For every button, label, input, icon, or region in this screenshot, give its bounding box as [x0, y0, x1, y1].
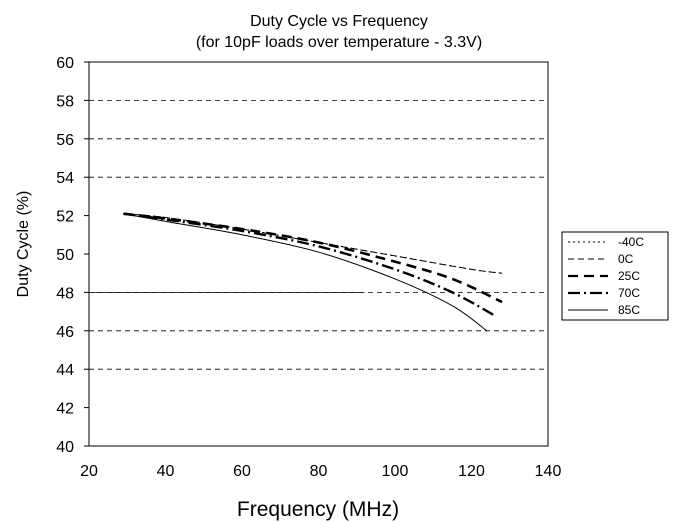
- y-tick-label: 58: [56, 93, 74, 110]
- y-axis-label: Duty Cycle (%): [15, 191, 32, 298]
- y-axis-ticks: 40 42 44 46 48 50 52 54 56 58 60: [56, 55, 89, 456]
- y-tick-label: 46: [56, 324, 74, 341]
- legend-label: 70C: [618, 286, 640, 300]
- y-tick-label: 52: [56, 209, 74, 226]
- x-tick-label: 60: [233, 463, 251, 480]
- plot-area: [88, 61, 549, 447]
- series-line-0c: [123, 213, 503, 274]
- legend-box: [561, 231, 669, 321]
- series-line-85c: [123, 213, 488, 332]
- y-tick-label: 50: [56, 247, 74, 264]
- x-tick-label: 140: [535, 463, 562, 480]
- x-tick-label: 120: [458, 463, 485, 480]
- y-tick-label: 48: [56, 285, 74, 302]
- y-tick-label: 40: [56, 439, 74, 456]
- series-line-40c: [123, 213, 503, 274]
- y-tick-label: 60: [56, 55, 74, 72]
- series-lines: [123, 212, 503, 332]
- legend-label: 0C: [618, 252, 634, 266]
- x-tick-label: 40: [157, 463, 175, 480]
- y-tick-label: 44: [56, 362, 74, 379]
- legend-label: -40C: [618, 235, 644, 249]
- legend-label: 85C: [618, 303, 640, 317]
- legend-label: 25C: [618, 269, 640, 283]
- y-tick-label: 56: [56, 132, 74, 149]
- legend: -40C 0C 25C 70C 85C: [561, 231, 669, 321]
- y-tick-label: 42: [56, 401, 74, 418]
- y-tick-label: 54: [56, 170, 74, 187]
- chart-title: Duty Cycle vs Frequency: [250, 13, 428, 30]
- x-axis-label: Frequency (MHz): [237, 498, 399, 521]
- chart-subtitle: (for 10pF loads over temperature - 3.3V): [196, 34, 482, 51]
- x-tick-label: 20: [80, 463, 98, 480]
- x-tick-label: 80: [310, 463, 328, 480]
- grid-lines: [89, 100, 548, 370]
- x-axis-ticks: 20 40 60 80 100 120 140: [80, 463, 561, 480]
- series-line-25c: [123, 212, 503, 304]
- series-line-70c: [123, 212, 496, 317]
- x-tick-label: 100: [382, 463, 409, 480]
